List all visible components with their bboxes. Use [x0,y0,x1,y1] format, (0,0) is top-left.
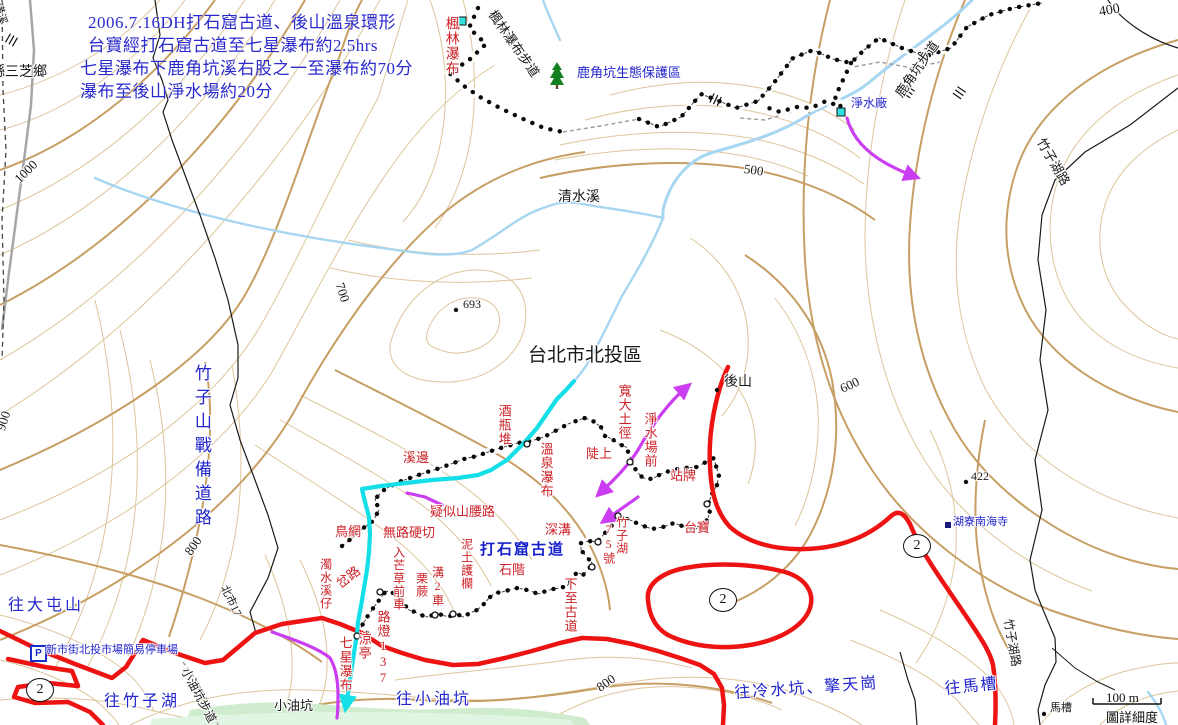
red-roads [0,364,998,725]
tree-icon [550,62,564,89]
map-label: 湖寮南海寺 [953,516,1008,528]
map-label: 溪邊 [403,450,430,465]
cliff-marks [4,33,967,107]
map-label: 台北市北投區 [528,345,643,366]
map-label: 竹子湖 [614,516,629,555]
black-roads [152,0,1178,725]
map-label: 栗蕨 [414,572,429,598]
route-2-shield: 2 [903,534,931,558]
map-label: 無路硬切 [383,525,436,540]
map-label: 深溝 [545,522,572,537]
trip-info-line: 2006.7.16DH打石窟古道、後山溫泉環形 [88,13,397,32]
map-label: 打石窟古道 [480,542,566,558]
map-label: 鳥網 [335,524,362,539]
map-label: 七星瀑布 [337,636,353,692]
waypoint-circles [353,440,711,640]
map-label: 濁水溪仔 [318,558,333,610]
map-label: 路燈137 [375,610,391,686]
scale-note-label: 圖詳細度 [1106,710,1159,725]
map-label: 疑似山腰路 [430,504,496,519]
map-label: 溫泉瀑布 [538,442,554,498]
map-label: 站牌 [670,468,697,483]
map-label: 往竹子湖 [104,693,181,710]
trip-info-line: 七星瀑布下鹿角坑溪右股之一至瀑布約70分 [80,59,413,78]
map-label: 陡上 [586,446,613,461]
map-label: 75號 [601,522,616,565]
map-label: 楓林瀑布 [443,16,459,76]
trip-info-line: 瀑布至後山淨水場約20分 [80,82,273,101]
map-label: 422 [971,469,989,483]
map-label: 往大屯山 [8,597,85,614]
map-label: 馬槽 [1050,702,1072,714]
map-label: 小油坑 [274,698,314,713]
county-boundary [1,0,7,361]
map-label: 淨水廠 [851,96,888,110]
map-label: 500 [743,161,765,179]
map-label: 新市街北投市場簡易停車場 [46,644,178,656]
parking-icon: P [30,645,47,662]
magenta-routes [270,116,921,720]
route-2-shield: 2 [26,678,54,702]
route-2-shield: 2 [709,588,737,612]
map-label: 鹿角坑生態保護區 [577,65,682,80]
trip-info-line: 台寶經打石窟古道至七星瀑布約2.5hrs [88,36,379,55]
temple-icon [945,522,951,528]
map-label: 酒瓶堆 [496,404,512,446]
hiking-trails [339,0,1045,636]
map-label: 往小油坑 [396,691,473,708]
map-label: 後山 [724,375,752,390]
map-label: 寬大土徑 [616,384,632,440]
map-label: 泥土護欄 [459,538,474,590]
map-label: 下至古道 [562,577,578,633]
map-label: 縣三芝鄉 [0,65,47,80]
waterfall-marker-icons [457,16,846,117]
map-label: 清水溪 [558,190,600,205]
map-label: 竹子山戰備道路 [191,364,211,532]
parking-label: P [35,648,42,659]
map-label: 693 [463,297,481,311]
green-area [150,702,590,725]
map-label: 涼亭 [356,632,372,660]
map-label: 入芒草前車 [391,546,406,611]
scale-bar [1092,698,1162,705]
map-label: 台寶 [684,520,711,535]
streams [93,0,1168,725]
map-label: 溝2車 [430,566,445,607]
map-label: 石階 [499,562,526,577]
cyan-route [338,378,577,714]
map-label: 淨水場前 [642,412,658,468]
scale-distance-label: 100 m [1106,690,1139,705]
spot-dots [364,307,1047,717]
gray-road [0,0,36,361]
